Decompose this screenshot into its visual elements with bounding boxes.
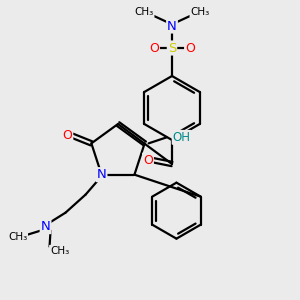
Text: S: S [168,41,176,55]
Text: O: O [143,154,153,166]
Text: N: N [97,168,106,181]
Text: CH₃: CH₃ [190,7,210,17]
Text: O: O [185,41,195,55]
Text: O: O [149,41,159,55]
Text: N: N [41,220,50,233]
Text: CH₃: CH₃ [50,246,69,256]
Text: N: N [167,20,177,32]
Text: O: O [62,129,72,142]
Text: OH: OH [172,131,190,144]
Text: CH₃: CH₃ [8,232,27,242]
Text: CH₃: CH₃ [134,7,154,17]
